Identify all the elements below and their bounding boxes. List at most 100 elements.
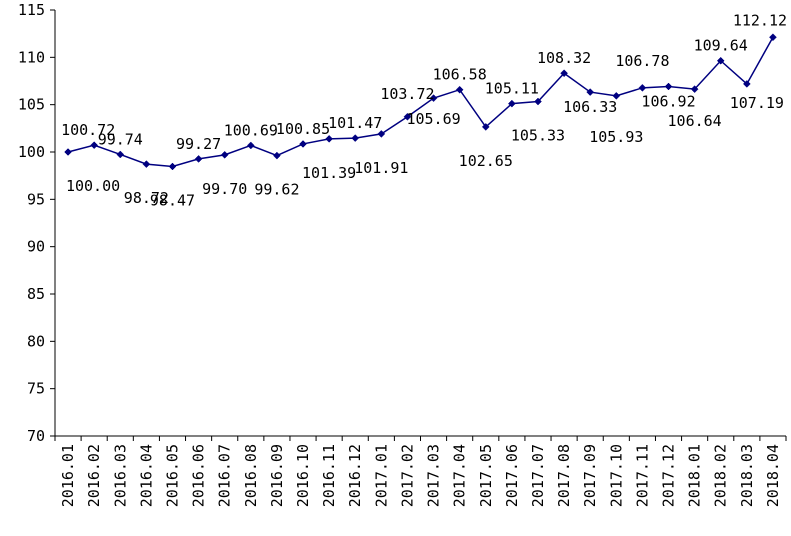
data-label: 99.70 (202, 180, 247, 198)
x-tick-label: 2017.05 (477, 444, 495, 507)
data-label: 107.19 (730, 94, 784, 112)
x-tick-label: 2016.03 (111, 444, 129, 507)
y-tick-label: 95 (27, 190, 45, 208)
data-label: 106.58 (433, 66, 487, 84)
x-axis-ticks: 2016.01 2016.02 2016.03 2016.04 2016.05 2016.… (54, 436, 787, 507)
data-label: 112.12 (733, 11, 787, 29)
data-label: 105.11 (485, 80, 539, 98)
data-point (508, 99, 516, 108)
y-tick-label: 110 (18, 48, 45, 66)
x-tick-label: 2018.01 (686, 444, 704, 507)
data-point (429, 94, 438, 102)
x-tick-label: 2016.12 (346, 444, 364, 507)
x-tick-label: 2016.06 (190, 444, 208, 507)
x-tick-label: 2017.06 (503, 444, 521, 507)
data-point (64, 148, 72, 156)
x-tick-label: 2016.04 (137, 444, 155, 507)
data-point (299, 140, 307, 148)
x-tick-label: 2017.01 (372, 444, 390, 507)
data-point (116, 150, 125, 159)
data-label: 100.00 (66, 177, 120, 195)
data-point (664, 82, 673, 91)
x-tick-label: 2016.05 (163, 444, 181, 507)
data-point (742, 80, 751, 88)
x-tick-label: 2017.02 (398, 444, 416, 507)
data-point (638, 83, 647, 92)
data-label: 105.33 (511, 127, 565, 145)
data-point (168, 162, 177, 171)
chart-axes (54, 10, 786, 437)
data-label: 101.91 (354, 159, 408, 177)
data-label: 99.62 (254, 181, 299, 199)
data-point (769, 33, 777, 42)
data-label: 99.74 (98, 130, 143, 148)
data-label: 106.64 (668, 112, 722, 130)
x-tick-label: 2016.10 (294, 444, 312, 507)
data-point (194, 155, 203, 163)
data-point (377, 130, 386, 138)
data-label: 98.47 (150, 191, 195, 209)
x-tick-label: 2017.11 (633, 444, 651, 507)
data-label: 101.47 (328, 114, 382, 132)
y-tick-label: 80 (27, 332, 45, 350)
y-tick-label: 85 (27, 285, 45, 303)
x-tick-label: 2017.08 (555, 444, 573, 507)
x-tick-label: 2017.09 (581, 444, 599, 507)
data-label: 106.33 (563, 98, 617, 116)
data-point (612, 92, 621, 100)
data-label: 103.72 (380, 85, 434, 103)
y-axis-ticks: 70 75 80 85 90 95 100 105 110 115 (18, 1, 55, 445)
data-point (246, 141, 255, 150)
x-tick-label: 2017.03 (425, 444, 443, 507)
data-point (142, 160, 151, 168)
y-tick-label: 115 (18, 1, 45, 19)
y-tick-label: 100 (18, 143, 45, 161)
y-tick-label: 90 (27, 238, 45, 256)
data-point (351, 134, 360, 142)
data-label: 102.65 (459, 152, 513, 170)
x-tick-label: 2017.07 (529, 444, 547, 507)
series-group (64, 33, 777, 171)
data-point (716, 56, 725, 65)
x-tick-label: 2018.02 (712, 444, 730, 507)
data-label: 101.39 (302, 164, 356, 182)
data-label: 109.64 (694, 37, 748, 55)
data-label: 105.69 (406, 110, 460, 128)
data-label: 106.92 (641, 92, 695, 110)
data-label: 100.72 (61, 121, 115, 139)
x-tick-label: 2018.03 (738, 444, 756, 507)
x-tick-label: 2017.10 (607, 444, 625, 507)
data-point (455, 85, 464, 94)
data-label: 99.27 (176, 135, 221, 153)
x-tick-label: 2016.11 (320, 444, 338, 507)
x-tick-label: 2016.02 (85, 444, 103, 507)
data-point (220, 150, 229, 159)
data-point (325, 134, 333, 143)
y-tick-label: 70 (27, 427, 45, 445)
data-point (481, 123, 490, 131)
x-tick-label: 2016.01 (59, 444, 77, 507)
data-point (403, 112, 412, 121)
data-label: 100.85 (276, 120, 330, 138)
data-point (90, 141, 99, 150)
y-tick-label: 75 (27, 380, 45, 398)
x-tick-label: 2016.07 (216, 444, 234, 507)
x-tick-label: 2016.08 (242, 444, 260, 507)
x-tick-label: 2017.12 (660, 444, 678, 507)
data-point (534, 97, 542, 106)
x-tick-label: 2016.09 (268, 444, 286, 507)
data-label: 98.72 (124, 189, 169, 207)
data-label: 100.69 (224, 121, 278, 139)
y-tick-label: 105 (18, 96, 45, 114)
x-tick-label: 2018.04 (764, 444, 782, 507)
series-line (67, 36, 774, 168)
data-point (273, 151, 281, 160)
data-label: 108.32 (537, 49, 591, 67)
data-point (586, 88, 595, 96)
data-point (560, 69, 568, 78)
data-label: 105.93 (589, 128, 643, 146)
data-label: 106.78 (615, 52, 669, 70)
x-tick-label: 2017.04 (451, 444, 469, 507)
